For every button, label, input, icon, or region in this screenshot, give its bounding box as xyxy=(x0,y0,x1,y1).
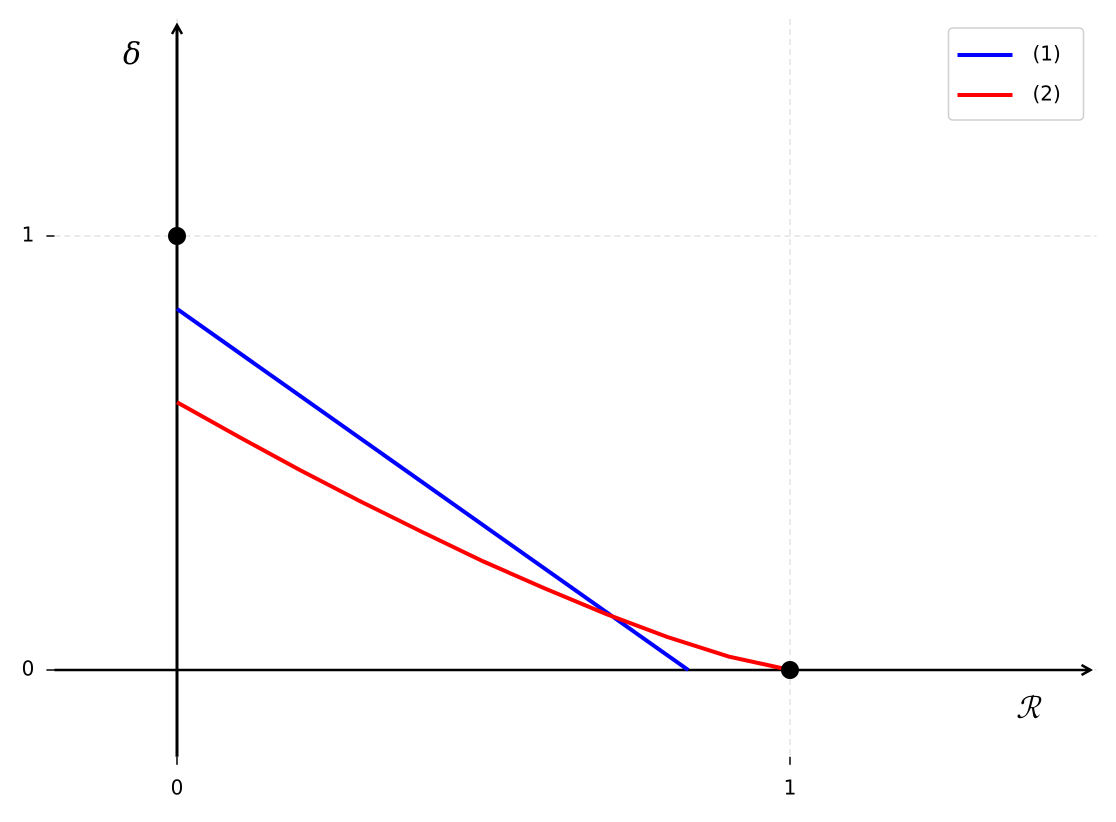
y-tick-label: 0 xyxy=(22,657,35,681)
line-series xyxy=(176,400,791,672)
legend-label: (1) xyxy=(1033,42,1061,66)
point xyxy=(781,661,799,679)
x-tick-label: 0 xyxy=(171,775,184,799)
legend-label: (2) xyxy=(1033,82,1061,106)
x-axis-label: ℛ xyxy=(1016,691,1042,726)
y-tick-label: 1 xyxy=(22,223,35,247)
legend-box xyxy=(947,27,1085,121)
x-tick-label: 1 xyxy=(784,775,797,799)
y-axis-label: δ xyxy=(123,37,141,72)
point xyxy=(168,227,186,245)
line-series xyxy=(175,307,690,672)
